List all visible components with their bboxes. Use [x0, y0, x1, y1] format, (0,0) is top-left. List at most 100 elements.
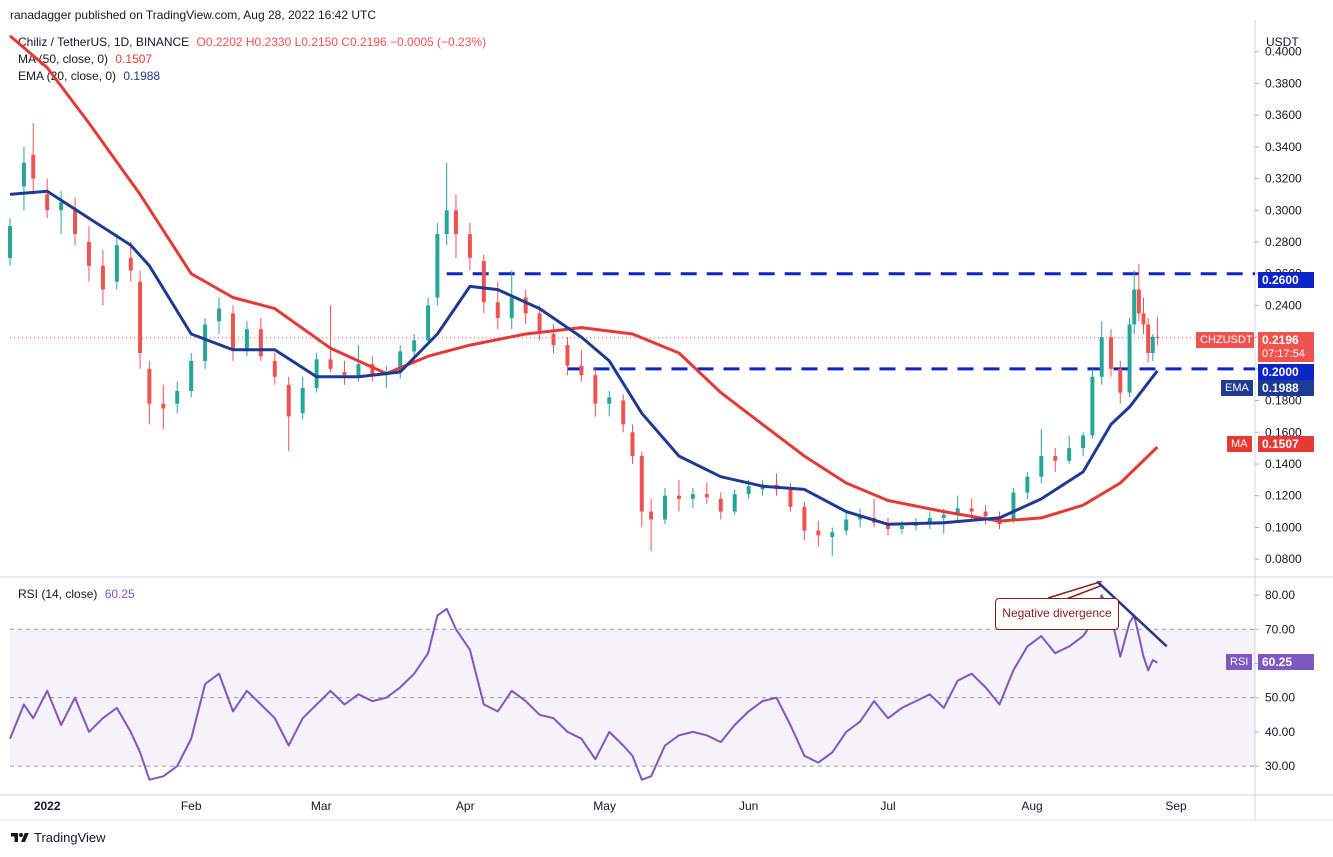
price-tick-label: 0.0800: [1265, 552, 1302, 566]
candle-body: [1067, 448, 1072, 461]
candle-body: [217, 308, 222, 322]
ma-tag: MA: [1227, 436, 1252, 452]
candle-body: [816, 530, 821, 536]
rsi-tick-label: 80.00: [1265, 588, 1295, 602]
rsi-band: [10, 629, 1255, 767]
candle-body: [59, 202, 64, 211]
negative-divergence-note: Negative divergence: [995, 598, 1119, 630]
candle-body: [1039, 456, 1044, 477]
candle-body: [676, 495, 681, 499]
rsi-legend-value: 60.25: [104, 587, 135, 601]
candle-body: [481, 261, 486, 303]
candle-body: [128, 257, 133, 271]
candle-body: [138, 281, 143, 353]
candle-body: [639, 456, 644, 512]
candle-body: [1011, 492, 1016, 522]
candle-body: [444, 210, 449, 235]
candle-body: [328, 359, 333, 369]
time-axis-label: Apr: [456, 799, 475, 813]
time-axis-label: Aug: [1021, 799, 1042, 813]
candle-body: [941, 514, 946, 518]
candle-body: [467, 234, 472, 258]
candle-body: [86, 242, 91, 266]
price-tick-label: 0.3200: [1265, 172, 1302, 186]
last-price-label: 0.2196 07:17:54: [1258, 332, 1314, 362]
rsi-legend[interactable]: RSI (14, close) 60.25: [18, 587, 135, 601]
candle-body: [314, 359, 319, 388]
candle-body: [21, 162, 26, 187]
candle-body: [844, 519, 849, 531]
candle-body: [593, 375, 598, 404]
publisher-line: ranadagger published on TradingView.com,…: [10, 8, 377, 22]
price-tick-label: 0.3000: [1265, 203, 1302, 217]
candle-body: [161, 403, 166, 409]
candle-body: [8, 226, 12, 258]
candle-body: [858, 516, 863, 520]
candle-body: [621, 400, 626, 425]
candle-body: [286, 384, 291, 417]
candle-body: [1090, 376, 1095, 436]
ma-legend-value: 0.1507: [115, 52, 153, 66]
price-tick-label: 0.1800: [1265, 394, 1302, 408]
candle-body: [1025, 476, 1030, 493]
rsi-tag: RSI: [1226, 654, 1253, 670]
candle-body: [203, 324, 208, 361]
candle-body: [244, 329, 249, 350]
time-axis-label: Feb: [181, 799, 202, 813]
candle-body: [523, 297, 528, 314]
candle-body: [1136, 289, 1141, 314]
candle-body: [704, 494, 709, 498]
footer-brand-name: TradingView: [34, 830, 106, 845]
price-tick-label: 0.2800: [1265, 235, 1302, 249]
time-axis-label: Mar: [311, 799, 332, 813]
price-tick-label: 0.2400: [1265, 298, 1302, 312]
level-low-label: 0.2000: [1258, 364, 1314, 380]
candle-body: [565, 345, 570, 366]
candle-body: [1099, 337, 1104, 377]
candle-body: [649, 511, 654, 520]
rsi-downtrend-line: [1096, 580, 1168, 648]
candle-body: [718, 498, 723, 512]
candle-body: [732, 494, 737, 512]
last-price: 0.2196: [1262, 333, 1299, 347]
candle-body: [435, 234, 440, 298]
time-axis-label: Jul: [880, 799, 895, 813]
ohlc-values: O0.2202 H0.2330 L0.2150 C0.2196 −0.0005 …: [196, 35, 487, 49]
candle-body: [1081, 435, 1086, 449]
candle-body: [509, 297, 514, 319]
candle-body: [73, 210, 78, 235]
footer-brand[interactable]: TradingView: [10, 830, 106, 845]
candle-body: [258, 329, 263, 357]
symbol-name[interactable]: Chiliz / TetherUS, 1D, BINANCE: [18, 35, 190, 49]
ema-legend[interactable]: EMA (20, close, 0) 0.1988: [18, 69, 160, 83]
candle-body: [788, 489, 793, 507]
candle-body: [899, 525, 904, 530]
ema-legend-value: 0.1988: [123, 69, 161, 83]
candle-body: [300, 387, 305, 414]
candle-body: [630, 432, 635, 457]
time-axis-label: May: [593, 799, 616, 813]
candle-body: [969, 508, 974, 512]
price-tick-label: 0.1400: [1265, 457, 1302, 471]
candle-body: [1108, 337, 1113, 369]
candle-body: [230, 313, 235, 350]
candle-body: [1146, 324, 1151, 353]
candle-body: [1118, 368, 1123, 393]
candle-body: [426, 305, 431, 341]
level-high-label: 0.2600: [1258, 272, 1314, 288]
candle-body: [175, 391, 180, 404]
candle-body: [690, 494, 695, 499]
price-tick-label: 0.3800: [1265, 76, 1302, 90]
candle-body: [1132, 289, 1137, 325]
candle-body: [537, 313, 542, 334]
candle-body: [1155, 336, 1160, 338]
rsi-tick-label: 50.00: [1265, 691, 1295, 705]
candle-body: [983, 511, 988, 517]
candle-body: [495, 302, 500, 319]
price-tick-label: 0.1600: [1265, 425, 1302, 439]
candle-body: [663, 495, 668, 520]
divergence-arrow-upper: [1047, 580, 1102, 599]
candle-body: [579, 365, 584, 376]
time-axis-label: Jun: [739, 799, 758, 813]
